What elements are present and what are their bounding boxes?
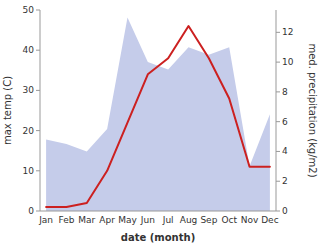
y-tick [36, 170, 40, 171]
x-axis-label: date (month) [121, 232, 195, 243]
chart-svg: 0 10 20 30 40 50 0 2 4 6 8 10 12 Jan Feb Mar AprMayJun Ju… [0, 0, 318, 247]
x-tick-label: Jun [140, 215, 155, 225]
y-tick-label: 40 [23, 45, 35, 55]
y2-tick-label: 10 [282, 57, 294, 67]
x-tick-label: May [118, 215, 137, 225]
y2-tick [276, 62, 280, 63]
x-tick-label: Aug [180, 215, 198, 225]
y-tick-label: 20 [23, 126, 35, 136]
x-tick-label: Mar [78, 215, 95, 225]
x-tick-label: Sep [200, 215, 217, 225]
y-tick-label: 0 [28, 206, 34, 216]
y-axis-label: max temp (C) [2, 76, 13, 145]
y-tick-label: 50 [23, 5, 35, 15]
y-tick [36, 50, 40, 51]
x-tick-label: Oct [221, 215, 237, 225]
plot-area [46, 17, 270, 211]
y2-tick-label: 4 [282, 146, 288, 156]
line [46, 26, 270, 207]
chart-container: 0 10 20 30 40 50 0 2 4 6 8 10 12 Jan Feb Mar AprMayJun Ju… [0, 0, 318, 247]
x-tick-label: Dec [261, 215, 278, 225]
x-tick-label: Apr [99, 215, 115, 225]
x-tick-label: Jul [162, 215, 174, 225]
x-tick-label: Jan [38, 215, 53, 225]
y2-tick [276, 32, 280, 33]
y2-tick-label: 12 [282, 27, 293, 37]
y-tick-label: 30 [23, 85, 35, 95]
y2-tick-label: 8 [282, 87, 288, 97]
y2-tick-label: 0 [282, 206, 288, 216]
y2-tick [276, 91, 280, 92]
x-tick-label: Feb [58, 215, 74, 225]
y2-axis-label: med. precipitation (kg/m2) [307, 43, 318, 177]
y-tick [36, 10, 40, 11]
y2-tick-label: 2 [282, 176, 288, 186]
y-tick [36, 211, 40, 212]
y-axis-line [40, 10, 41, 211]
x-axis-line [40, 211, 276, 212]
y-tick [36, 130, 40, 131]
y2-tick-label: 6 [282, 117, 288, 127]
area [46, 17, 270, 211]
y2-tick [276, 121, 280, 122]
x-tick-label: Nov [241, 215, 259, 225]
y2-tick [276, 181, 280, 182]
y2-tick [276, 211, 280, 212]
y-tick [36, 90, 40, 91]
y-tick-label: 10 [23, 166, 35, 176]
y2-tick [276, 151, 280, 152]
